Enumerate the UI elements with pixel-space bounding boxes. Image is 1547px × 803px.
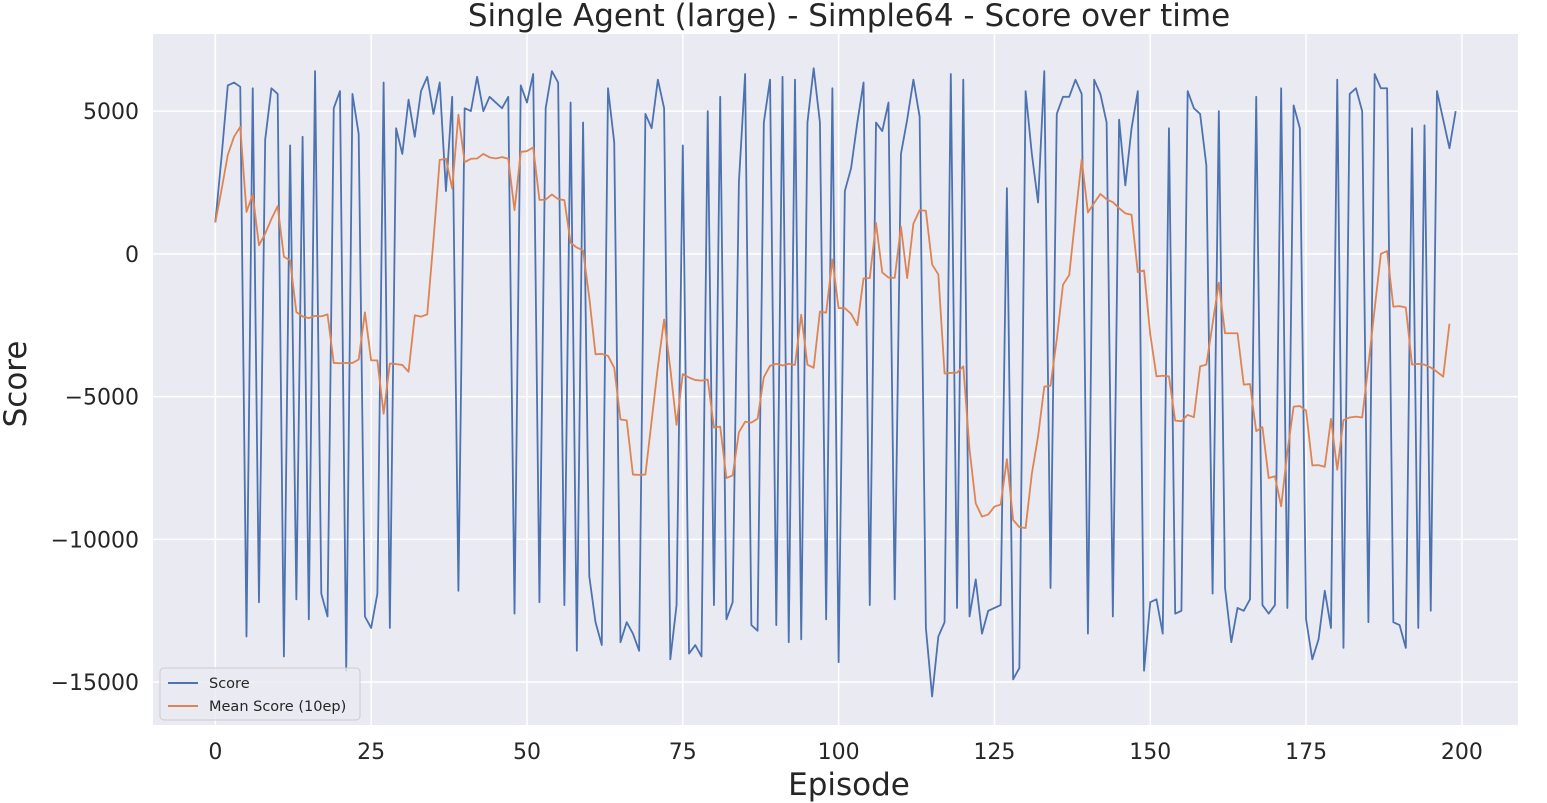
y-tick-label: 5000 [83, 100, 139, 125]
y-tick-label: −15000 [51, 671, 139, 696]
x-tick-label: 100 [818, 740, 860, 765]
x-tick-label: 50 [513, 740, 541, 765]
x-tick-label: 75 [669, 740, 697, 765]
y-tick-label: 0 [125, 243, 139, 268]
legend-box [159, 667, 361, 721]
legend-label-score: Score [209, 676, 250, 692]
legend: Score Mean Score (10ep) [159, 667, 361, 721]
y-axis-label: Score [0, 341, 34, 428]
series-layer [214, 67, 1457, 698]
series-line-mean [214, 113, 1451, 529]
y-tick-label: −5000 [65, 386, 139, 411]
x-tick-label: 200 [1441, 740, 1483, 765]
x-tick-label: 0 [208, 740, 222, 765]
y-tick-label: −10000 [51, 528, 139, 553]
x-tick-label: 150 [1129, 740, 1171, 765]
series-line-score [214, 67, 1457, 698]
x-axis-label: Episode [788, 767, 910, 803]
y-ticks: −15000 −10000 −5000 0 5000 [51, 100, 139, 696]
x-ticks: 0 25 50 75 100 125 150 175 200 [208, 740, 1483, 765]
legend-label-mean: Mean Score (10ep) [209, 699, 346, 715]
x-tick-label: 175 [1285, 740, 1327, 765]
x-tick-label: 25 [357, 740, 385, 765]
grid [153, 34, 1518, 725]
x-tick-label: 125 [973, 740, 1015, 765]
chart-title: Single Agent (large) - Simple64 - Score … [468, 0, 1230, 34]
